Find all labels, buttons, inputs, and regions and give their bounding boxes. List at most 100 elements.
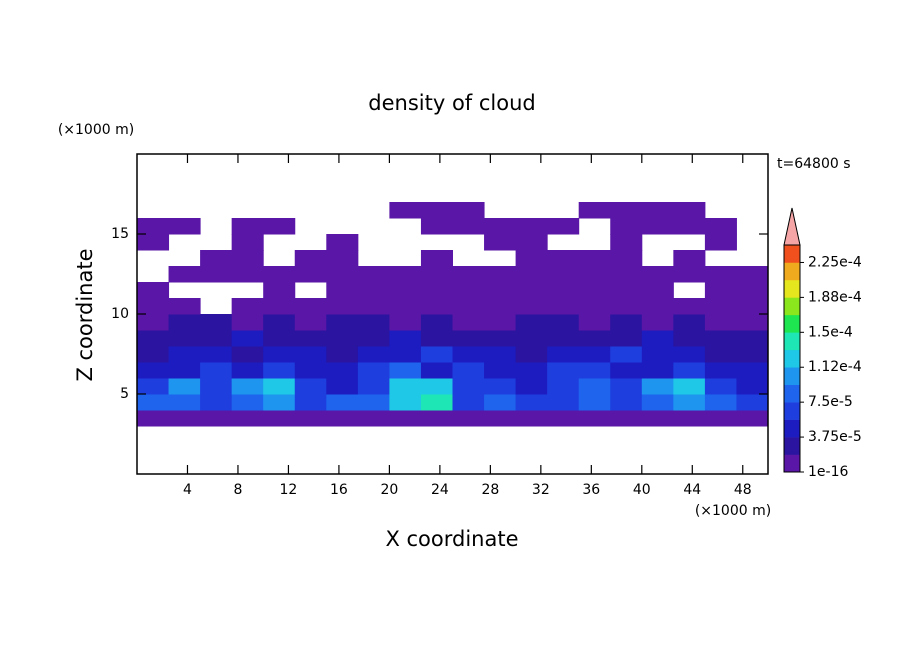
cell [704, 298, 737, 315]
cell [137, 282, 170, 299]
cell [610, 298, 643, 315]
y-unit: (×1000 m) [58, 122, 134, 138]
cell [231, 410, 264, 427]
cell [673, 298, 706, 315]
cell [704, 378, 737, 395]
colorbar-band [784, 419, 800, 438]
cell [168, 330, 201, 347]
cell [452, 330, 485, 347]
cell [673, 362, 706, 379]
cell [673, 202, 706, 219]
cell [515, 378, 548, 395]
colorbar-band [784, 245, 800, 263]
colorbar-label: 7.5e-5 [808, 394, 853, 410]
cell [357, 394, 390, 411]
cell [452, 202, 485, 219]
cell [547, 282, 580, 299]
cell [641, 202, 674, 219]
cell [578, 282, 611, 299]
cell [736, 410, 769, 427]
cell [357, 378, 390, 395]
cell [231, 394, 264, 411]
cell [515, 394, 548, 411]
cell [168, 346, 201, 363]
cell [420, 250, 453, 267]
cell [137, 394, 170, 411]
cell [200, 330, 233, 347]
cell [294, 330, 327, 347]
cell [389, 266, 422, 283]
cell [137, 218, 170, 235]
cell [641, 266, 674, 283]
cell [736, 394, 769, 411]
cell [231, 362, 264, 379]
cell [263, 378, 296, 395]
cell [389, 378, 422, 395]
cell [294, 298, 327, 315]
cell [704, 234, 737, 251]
cell [547, 250, 580, 267]
colorbar-label: 2.25e-4 [808, 254, 862, 270]
cell [736, 330, 769, 347]
cell [610, 410, 643, 427]
cell [357, 330, 390, 347]
cell [294, 410, 327, 427]
cell [263, 282, 296, 299]
cell [641, 298, 674, 315]
cell [610, 234, 643, 251]
cell [578, 362, 611, 379]
cell [294, 266, 327, 283]
cell [578, 346, 611, 363]
colorbar-band [784, 349, 800, 368]
cell [294, 250, 327, 267]
cell [673, 250, 706, 267]
cell [231, 298, 264, 315]
x-tick-label: 8 [233, 482, 242, 498]
cell [547, 346, 580, 363]
x-tick-label: 28 [481, 482, 499, 498]
cell [263, 346, 296, 363]
cell [736, 266, 769, 283]
cell [452, 266, 485, 283]
cell [168, 298, 201, 315]
cell [736, 362, 769, 379]
cell [200, 378, 233, 395]
cell [515, 362, 548, 379]
cell [484, 394, 517, 411]
cell [357, 314, 390, 331]
cell [326, 282, 359, 299]
cell [452, 394, 485, 411]
cell [168, 362, 201, 379]
cell [484, 378, 517, 395]
x-tick-label: 32 [532, 482, 550, 498]
cell [326, 362, 359, 379]
cell [168, 314, 201, 331]
cell [484, 314, 517, 331]
cell [326, 250, 359, 267]
colorbar-label: 1.5e-4 [808, 324, 853, 340]
cell [452, 378, 485, 395]
cell [420, 362, 453, 379]
cell [231, 250, 264, 267]
cell [578, 330, 611, 347]
cell [137, 298, 170, 315]
cell [547, 378, 580, 395]
colorbar-band [784, 262, 800, 281]
cell [137, 410, 170, 427]
cell [231, 234, 264, 251]
cell [420, 298, 453, 315]
cell [547, 330, 580, 347]
cell [578, 298, 611, 315]
cell [357, 266, 390, 283]
cell [294, 314, 327, 331]
cell [578, 378, 611, 395]
cell [515, 298, 548, 315]
cell [547, 410, 580, 427]
cell [263, 394, 296, 411]
x-axis-title: X coordinate [385, 527, 518, 551]
cell [610, 346, 643, 363]
cell [357, 362, 390, 379]
cell [263, 218, 296, 235]
cell [673, 346, 706, 363]
cell [357, 346, 390, 363]
